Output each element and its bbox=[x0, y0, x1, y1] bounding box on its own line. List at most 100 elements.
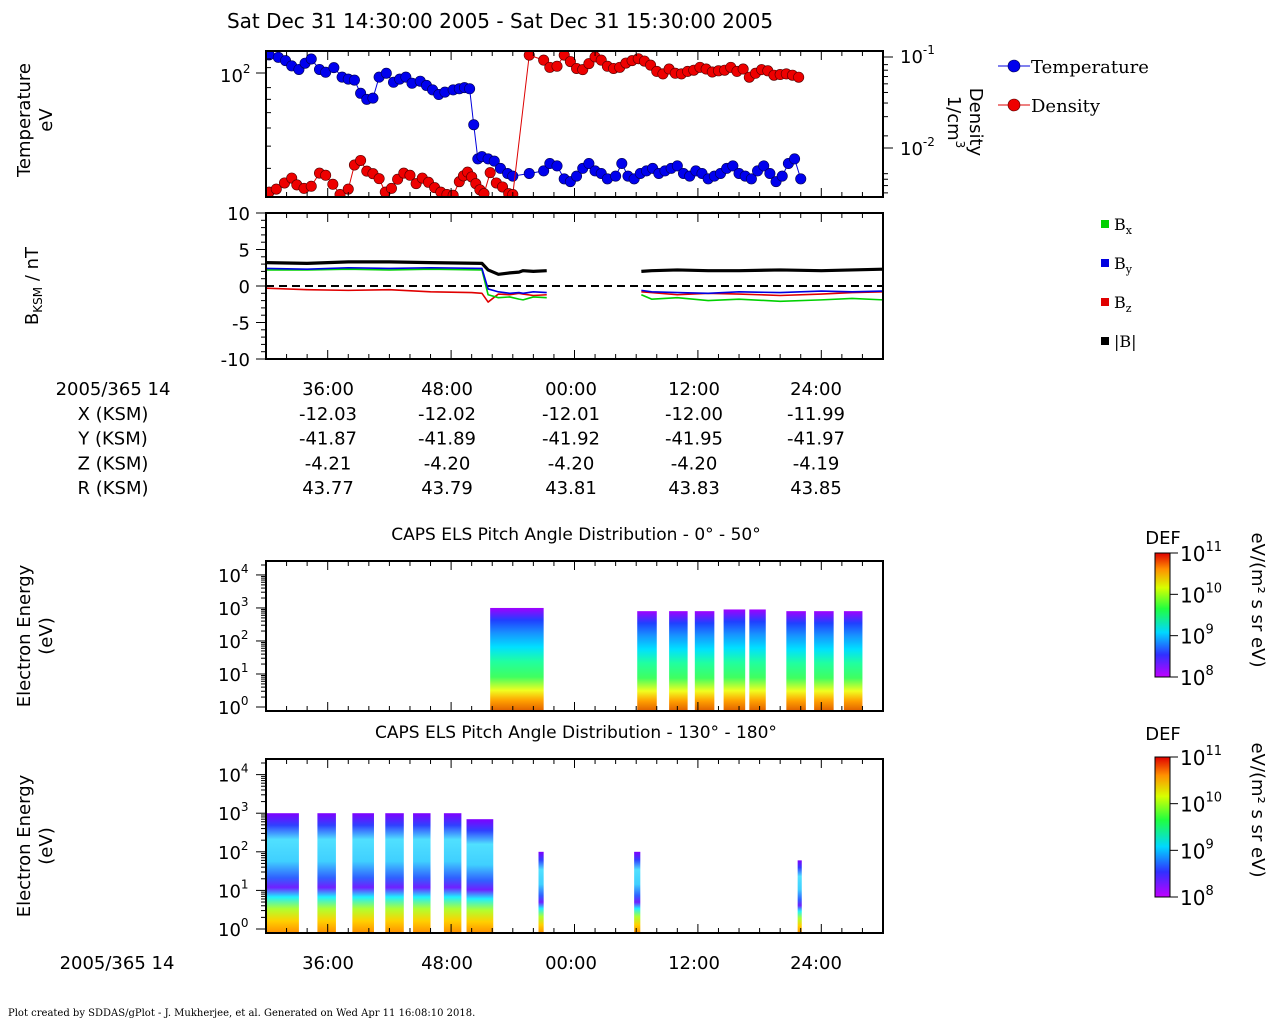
spectrogram-block bbox=[266, 813, 299, 933]
moments-legend: Temperature Density bbox=[998, 57, 1149, 117]
ephemeris-value: -41.89 bbox=[418, 429, 476, 450]
density-point bbox=[320, 169, 332, 181]
temperature-tick-label: 102 bbox=[220, 62, 251, 87]
temperature-axis-unit: eV bbox=[36, 108, 57, 132]
field-bx-line bbox=[266, 268, 547, 301]
density-point bbox=[484, 167, 496, 179]
temperature-point bbox=[328, 62, 340, 74]
density-point bbox=[355, 154, 367, 166]
ephemeris-value: -11.99 bbox=[787, 404, 845, 425]
bottom-epoch-label: 2005/365 14 bbox=[60, 953, 175, 974]
spectrogram-block bbox=[352, 813, 374, 933]
ephemeris-value: -41.87 bbox=[299, 429, 357, 450]
density-tick-label-bottom: 10-2 bbox=[900, 135, 935, 160]
ephemeris-value: 43.85 bbox=[790, 478, 842, 499]
temperature-legend-label: Temperature bbox=[1031, 57, 1149, 78]
spectrogram-block bbox=[814, 611, 834, 711]
time-tick-label: 00:00 bbox=[545, 953, 597, 974]
field-legend: Bx By Bz |B| bbox=[1101, 215, 1137, 351]
temperature-point bbox=[551, 160, 563, 172]
spectrogram-block bbox=[490, 607, 544, 711]
temperature-point bbox=[523, 167, 535, 179]
spectrogram-block bbox=[669, 611, 688, 711]
ephemeris-label: R (KSM) bbox=[77, 478, 148, 499]
field-by-line bbox=[641, 289, 883, 295]
field-by-line bbox=[266, 266, 547, 295]
energy-tick-label: 101 bbox=[218, 877, 249, 902]
els-2-spectrogram bbox=[266, 813, 802, 933]
spectrogram-block bbox=[466, 819, 494, 933]
density-point bbox=[404, 169, 416, 181]
field-bz-line bbox=[266, 287, 547, 303]
moments-plot-area bbox=[266, 51, 807, 197]
field-y-ticks: 10 5 0 -5 -10 bbox=[221, 204, 266, 371]
els-1-ticks: 104 103 102 101 100 bbox=[218, 561, 884, 719]
ephemeris-value: -12.03 bbox=[299, 404, 357, 425]
els-1-colorbar: 1011 1010 109 108 bbox=[1154, 540, 1222, 690]
temperature-point bbox=[320, 66, 332, 78]
els-2-colorbar-title: DEF bbox=[1145, 724, 1181, 745]
els-1-axis-unit: (eV) bbox=[36, 617, 57, 654]
ephemeris-table: 2005/365 14 36:00 48:00 00:00 12:00 24:00 X … bbox=[56, 379, 845, 499]
density-point bbox=[538, 54, 550, 66]
plot-title: Sat Dec 31 14:30:00 2005 - Sat Dec 31 15… bbox=[227, 9, 773, 33]
density-point bbox=[478, 188, 490, 197]
temperature-point bbox=[507, 170, 519, 182]
temperature-point bbox=[367, 92, 379, 104]
colorbar-tick-label: 1010 bbox=[1180, 581, 1222, 607]
energy-tick-label: 102 bbox=[218, 839, 249, 864]
time-tick-label: 00:00 bbox=[545, 379, 597, 400]
colorbar-tick-label: 108 bbox=[1180, 884, 1214, 910]
ephemeris-rows: X (KSM) -12.03 -12.02 -12.01 -12.00 -11.99 Y (… bbox=[77, 404, 845, 499]
energy-tick-label: 100 bbox=[218, 916, 249, 941]
temperature-point bbox=[583, 157, 595, 169]
energy-tick-label: 104 bbox=[218, 762, 249, 787]
density-point bbox=[737, 63, 749, 75]
epoch-label: 2005/365 14 bbox=[56, 379, 171, 400]
ephemeris-value: 43.77 bbox=[302, 478, 354, 499]
spectrogram-block bbox=[637, 611, 657, 711]
field-b-line bbox=[641, 267, 883, 273]
temperature-point bbox=[468, 119, 480, 131]
field-panel: 10 5 0 -5 -10 BKSM / nT Bx By Bz |B| bbox=[22, 204, 1137, 371]
field-y-tick-label: -10 bbox=[221, 350, 250, 371]
colorbar-tick-label: 1011 bbox=[1180, 540, 1222, 566]
colorbar-tick-label: 1011 bbox=[1180, 744, 1222, 770]
density-point bbox=[564, 56, 576, 68]
field-legend-swatch bbox=[1101, 259, 1109, 267]
time-tick-label: 12:00 bbox=[668, 953, 720, 974]
ephemeris-value: -41.92 bbox=[542, 429, 600, 450]
time-tick-label: 48:00 bbox=[421, 379, 473, 400]
spectrogram-block bbox=[694, 611, 715, 711]
density-legend-label: Density bbox=[1031, 96, 1101, 117]
field-legend-swatch bbox=[1101, 337, 1109, 345]
temperature-point bbox=[571, 170, 583, 182]
els-2-ticks: 104 103 102 101 100 bbox=[218, 759, 884, 941]
els-panel-2-title: CAPS ELS Pitch Angle Distribution - 130°… bbox=[375, 723, 777, 743]
bottom-time-tick-labels: 36:00 48:00 00:00 12:00 24:00 bbox=[302, 953, 842, 974]
density-point bbox=[334, 188, 346, 197]
ephemeris-value: 43.83 bbox=[668, 478, 720, 499]
temperature-point bbox=[380, 67, 392, 79]
density-axis-unit: 1/cm3 bbox=[943, 96, 967, 149]
time-tick-label: 24:00 bbox=[790, 953, 842, 974]
els-2-colorbar-units: eV/(m² s sr eV) bbox=[1247, 743, 1268, 878]
spectrogram-block bbox=[797, 860, 802, 933]
temperature-point bbox=[348, 74, 360, 86]
energy-tick-label: 100 bbox=[218, 694, 249, 719]
temperature-point bbox=[764, 167, 776, 179]
ephemeris-value: -12.01 bbox=[542, 404, 600, 425]
field-y-tick-label: 0 bbox=[239, 277, 250, 298]
els-1-spectrogram bbox=[490, 607, 863, 711]
energy-tick-label: 104 bbox=[218, 562, 249, 587]
field-bz-line bbox=[641, 291, 883, 297]
ephemeris-value: 43.81 bbox=[545, 478, 597, 499]
ephemeris-label: Z (KSM) bbox=[78, 453, 149, 474]
ephemeris-value: 43.79 bbox=[421, 478, 473, 499]
temperature-point bbox=[789, 153, 801, 165]
ephemeris-value: -12.00 bbox=[665, 404, 723, 425]
temperature-point bbox=[745, 173, 757, 185]
temperature-point bbox=[464, 83, 476, 95]
density-point bbox=[305, 180, 317, 192]
time-tick-label: 36:00 bbox=[302, 953, 354, 974]
